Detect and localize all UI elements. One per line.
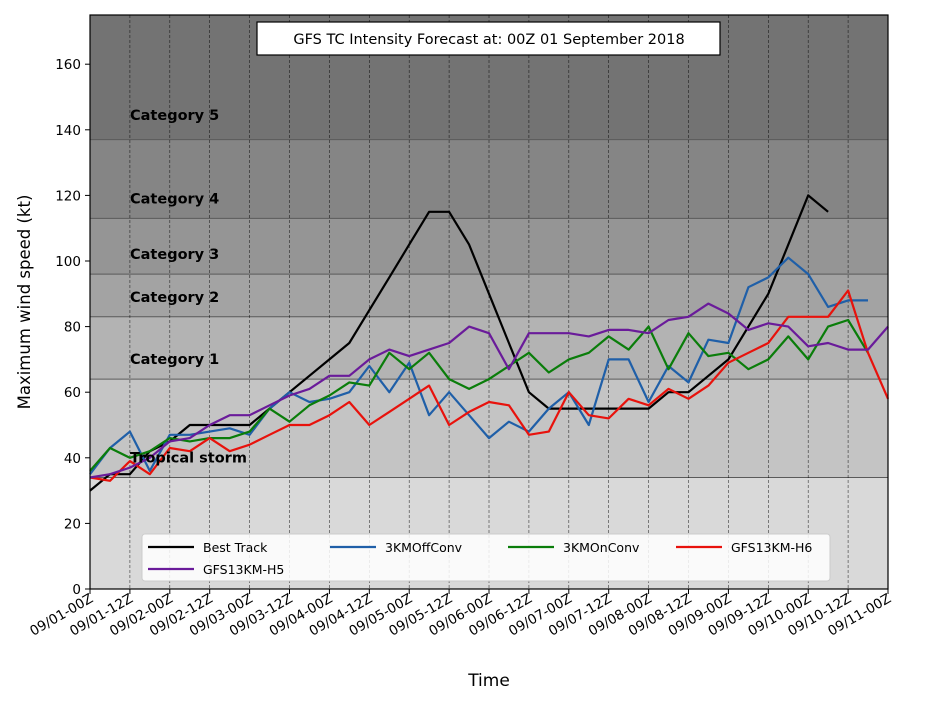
x-axis-label: Time [467,671,510,691]
x-axis: 09/01-00Z09/01-12Z09/02-00Z09/02-12Z09/0… [27,589,894,640]
legend-label: 3KMOffConv [385,540,463,555]
legend-box [141,533,831,582]
y-tick-label: 160 [55,57,81,73]
chart-title: GFS TC Intensity Forecast at: 00Z 01 Sep… [293,32,684,48]
y-tick-label: 60 [64,385,81,401]
y-tick-label: 80 [64,320,81,336]
series-line-gfs13km-h5 [89,302,889,479]
y-tick-label: 140 [55,123,81,139]
y-tick-label: 40 [64,451,81,467]
legend: Best Track 3KMOffConv 3KMOnConv GFS13KM-H6 G… [141,533,831,582]
band-label: Category 3 [130,247,219,263]
y-tick-label: 120 [55,188,81,204]
chart-title-box: GFS TC Intensity Forecast at: 00Z 01 Sep… [256,21,721,56]
legend-label: 3KMOnConv [563,540,640,555]
legend-label: GFS13KM-H6 [731,540,812,555]
y-axis: 0 20 40 60 80 100 120 140 160 [55,57,90,598]
vertical-grid [129,15,849,589]
y-tick-label: 0 [72,582,81,598]
series-line-3kmonconv [89,318,869,472]
band-label: Tropical storm [130,450,247,466]
series-line-gfs13km-h6 [89,289,890,482]
series-line-3kmoffconv [89,256,868,475]
band-label: Category 4 [130,191,219,207]
y-tick-label: 20 [64,516,81,532]
category-labels: Tropical storm Category 1 Category 2 Catego… [130,108,247,467]
series-line-best track [89,194,829,492]
y-tick-label: 100 [55,254,81,270]
series-lines [89,194,890,492]
y-axis-label: Maximum wind speed (kt) [15,195,34,410]
band-label: Category 1 [130,352,219,368]
band-label: Category 5 [130,108,219,124]
band-label: Category 2 [130,290,219,306]
legend-label: GFS13KM-H5 [203,562,284,577]
legend-label: Best Track [203,540,268,555]
